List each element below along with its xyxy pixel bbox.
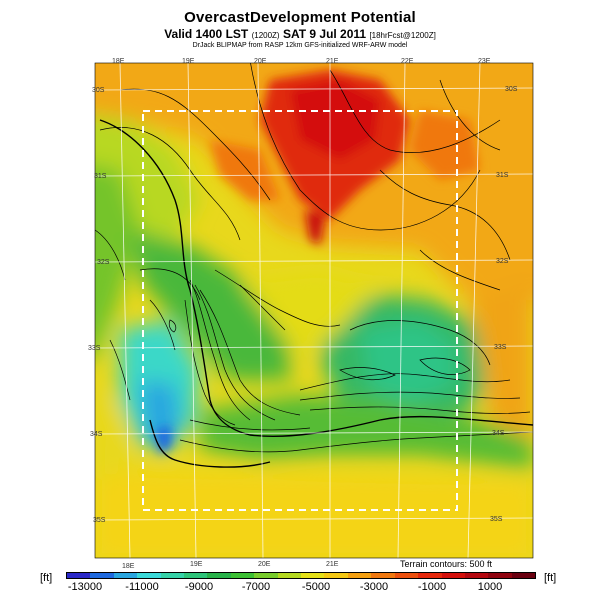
lat-label-right: 33S bbox=[494, 344, 507, 351]
colorbar-swatch bbox=[441, 573, 465, 578]
colorbar-tick: -5000 bbox=[301, 581, 331, 593]
colorbar-swatch bbox=[277, 573, 302, 578]
lon-label-bottom: 20E bbox=[258, 561, 271, 568]
lat-label-right: 34S bbox=[492, 430, 505, 437]
colorbar-swatch bbox=[67, 573, 91, 578]
colorbar-swatch bbox=[230, 573, 255, 578]
lat-label-right: 35S bbox=[490, 516, 503, 523]
forecast-run: [18hrFcst@1200Z] bbox=[369, 31, 436, 40]
colorbar-swatch bbox=[394, 573, 419, 578]
lat-label-left: 34S bbox=[90, 431, 103, 438]
colorbar-unit-right: [ft] bbox=[544, 572, 557, 584]
lat-label-left: 30S bbox=[92, 87, 105, 94]
colorbar-tick: -13000 bbox=[67, 581, 103, 593]
colorbar-swatch bbox=[90, 573, 114, 578]
colorbar-swatch bbox=[324, 573, 348, 578]
lon-label-bottom: 21E bbox=[326, 561, 339, 568]
colorbar bbox=[66, 572, 536, 579]
longitude-labels-top: 18E 19E 20E 21E 22E 23E bbox=[112, 58, 491, 65]
colorbar-tick: -3000 bbox=[359, 581, 389, 593]
colorbar-swatch bbox=[488, 573, 512, 578]
terrain-contour-note: Terrain contours: 500 ft bbox=[400, 559, 493, 569]
colorbar-swatch bbox=[160, 573, 185, 578]
map-title: OvercastDevelopment Potential bbox=[184, 9, 416, 26]
lat-label-left: 31S bbox=[94, 173, 107, 180]
lon-label-top: 21E bbox=[326, 58, 339, 65]
model-credit: DrJack BLIPMAP from RASP 12km GFS-initia… bbox=[192, 42, 408, 49]
colorbar-swatch bbox=[254, 573, 278, 578]
latitude-labels-left: 30S 31S 32S 33S 34S 35S bbox=[88, 87, 110, 524]
lat-lon-grid bbox=[94, 62, 534, 559]
lon-label-top: 20E bbox=[254, 58, 267, 65]
lon-label-bottom: 19E bbox=[190, 561, 203, 568]
terrain-contours bbox=[95, 63, 533, 453]
colorbar-swatch bbox=[137, 573, 161, 578]
map-subtitle: Valid 1400 LST (1200Z) SAT 9 Jul 2011 [1… bbox=[0, 27, 600, 41]
colorbar-tick: -1000 bbox=[417, 581, 447, 593]
colorbar-tick: -9000 bbox=[184, 581, 214, 593]
lon-label-top: 19E bbox=[182, 58, 195, 65]
colorbar-swatch bbox=[184, 573, 208, 578]
color-field bbox=[95, 63, 533, 558]
lat-label-right: 30S bbox=[505, 86, 518, 93]
map-frame bbox=[94, 62, 534, 559]
lat-label-right: 32S bbox=[496, 258, 509, 265]
colorbar-swatch bbox=[464, 573, 489, 578]
colorbar-tick: -11000 bbox=[125, 581, 159, 593]
colorbar-swatch bbox=[207, 573, 231, 578]
lat-label-left: 32S bbox=[97, 259, 110, 266]
colorbar-unit-left: [ft] bbox=[40, 572, 53, 584]
colorbar-swatch bbox=[418, 573, 442, 578]
lat-label-right: 31S bbox=[496, 172, 509, 179]
lat-label-left: 33S bbox=[88, 345, 101, 352]
colorbar-swatch bbox=[371, 573, 395, 578]
lon-label-top: 23E bbox=[478, 58, 491, 65]
colorbar-swatch bbox=[113, 573, 138, 578]
colorbar-swatch bbox=[511, 573, 536, 578]
lat-label-left: 35S bbox=[93, 517, 106, 524]
latitude-labels-right: 30S 31S 32S 33S 34S 35S bbox=[490, 86, 518, 523]
inner-domain-box bbox=[142, 110, 458, 511]
lon-label-top: 22E bbox=[401, 58, 414, 65]
colorbar-swatch bbox=[347, 573, 372, 578]
utc-time: (1200Z) bbox=[251, 31, 280, 40]
colorbar-tick: 1000 bbox=[477, 581, 503, 593]
valid-time: Valid 1400 LST bbox=[164, 27, 249, 41]
longitude-labels-bottom: 18E 19E 20E 21E bbox=[122, 561, 339, 570]
forecast-date: SAT 9 Jul 2011 bbox=[282, 27, 367, 41]
lon-label-bottom: 18E bbox=[122, 563, 135, 570]
colorbar-tick: -7000 bbox=[241, 581, 271, 593]
lon-label-top: 18E bbox=[112, 58, 125, 65]
colorbar-swatch bbox=[301, 573, 325, 578]
